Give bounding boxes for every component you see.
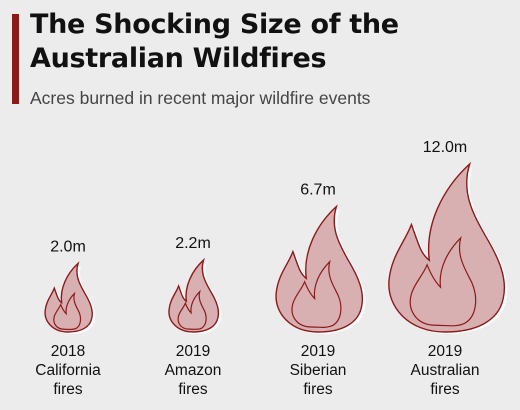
category-label-california: 2018 California fires [35, 343, 101, 398]
accent-bar [12, 14, 19, 104]
category-label-australian: 2019 Australian fires [410, 343, 480, 398]
value-label: 2.0m [50, 238, 86, 255]
flame-icon [275, 204, 366, 334]
flame-icon [388, 161, 508, 334]
chart-title: The Shocking Size of the Australian Wild… [30, 9, 399, 74]
value-label: 2.2m [175, 235, 211, 252]
category-label-amazon: 2019 Amazon fires [164, 343, 222, 398]
chart-subtitle: Acres burned in recent major wildfire ev… [30, 88, 371, 108]
category-label-siberian: 2019 Siberian fires [289, 343, 347, 398]
value-label: 12.0m [423, 139, 467, 156]
flame-icon [44, 261, 96, 334]
value-label: 6.7m [300, 181, 336, 198]
flame-icon [168, 257, 222, 334]
